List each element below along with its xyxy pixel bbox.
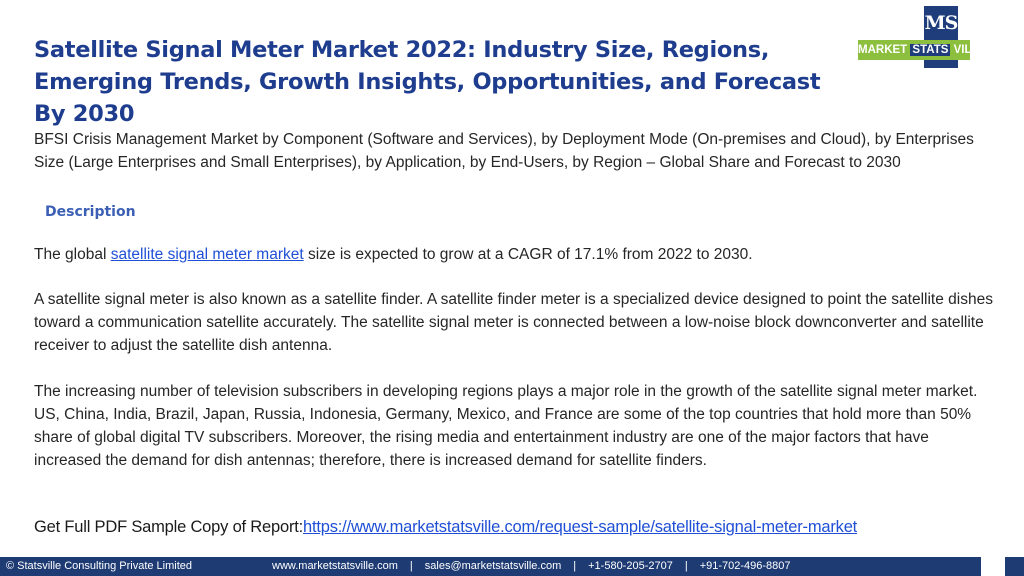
- market-growth-paragraph: The global satellite signal meter market…: [34, 243, 996, 266]
- p1-suffix: from 2022 to 2030.: [618, 246, 753, 263]
- market-report-link[interactable]: satellite signal meter market: [110, 246, 304, 263]
- cagr-value: CAGR of 17.1%: [507, 246, 619, 263]
- footer-separator: |: [409, 560, 413, 572]
- satellite-meter-definition-paragraph: A satellite signal meter is also known a…: [34, 291, 993, 354]
- footer-website-link[interactable]: www.marketstatsville.com: [272, 560, 398, 572]
- market-drivers-paragraph: The increasing number of television subs…: [34, 383, 978, 469]
- logo-word-ville: VILLE: [953, 44, 987, 56]
- logo-word-market: MARKET: [858, 44, 908, 56]
- footer-email-link[interactable]: sales@marketstatsville.com: [424, 560, 562, 572]
- footer-bar: © Statsville Consulting Private Limited …: [0, 557, 1024, 576]
- footer-contacts: www.marketstatsville.com | sales@marketsta…: [272, 557, 791, 576]
- footer-corner-block: [981, 557, 1005, 576]
- market-stats-ville-logo[interactable]: MS MARKET STATS VILLE: [858, 6, 986, 68]
- report-scope-text: BFSI Crisis Management Market by Compone…: [34, 131, 974, 171]
- footer-separator: |: [684, 560, 688, 572]
- p1-middle: size is expected to grow at a: [303, 246, 508, 263]
- logo-wordmark: MARKET STATS VILLE: [858, 40, 986, 60]
- sample-report-cta: Get Full PDF Sample Copy of Report:https…: [34, 518, 857, 537]
- logo-word-stats: STATS: [910, 44, 951, 56]
- logo-ms-mark: MS: [924, 6, 958, 40]
- p1-global: global: [65, 246, 107, 263]
- footer-phone-us: +1-580-205-2707: [588, 560, 673, 572]
- description-heading: Description: [45, 204, 136, 220]
- p1-prefix: The: [34, 246, 66, 263]
- footer-separator: |: [573, 560, 577, 572]
- footer-copyright: © Statsville Consulting Private Limited: [6, 560, 193, 572]
- cta-label: Get Full PDF Sample Copy of Report:: [34, 518, 304, 536]
- footer-phone-india: +91-702-496-8807: [699, 560, 791, 572]
- sample-request-link[interactable]: https://www.marketstatsville.com/request…: [303, 518, 858, 536]
- page-title: Satellite Signal Meter Market 2022: Indu…: [34, 37, 821, 127]
- logo-stem: [924, 60, 958, 68]
